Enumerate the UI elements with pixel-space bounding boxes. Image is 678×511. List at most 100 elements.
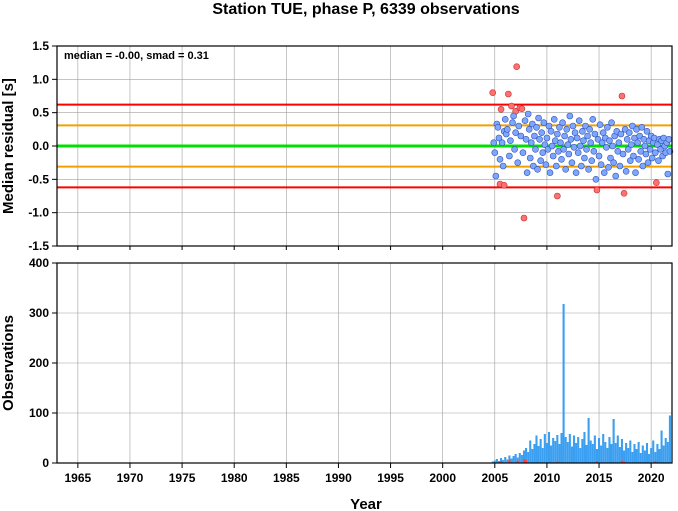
observation-bar	[668, 415, 671, 463]
observation-bar	[508, 455, 511, 463]
observation-bar	[562, 304, 565, 463]
residual-point	[562, 166, 569, 173]
residual-point	[567, 136, 575, 143]
residual-point	[614, 148, 622, 155]
residual-point	[514, 159, 522, 166]
residual-point	[525, 126, 533, 133]
residual-point	[504, 126, 511, 133]
residual-point	[609, 142, 616, 150]
residual-point	[610, 159, 617, 166]
residual-point	[519, 149, 527, 156]
residual-point	[521, 117, 529, 124]
observation-bar	[643, 450, 646, 463]
residual-panel: -1.5 -1.0 -0.5 0.0 0.5 1.0 1.5 median = -0.00,…	[0, 39, 674, 253]
residual-point	[557, 139, 564, 146]
residual-point	[536, 136, 543, 143]
residual-point	[598, 139, 606, 146]
x-tick-label: 2020	[638, 471, 665, 485]
outlier-point	[653, 179, 660, 186]
residual-point	[509, 119, 516, 126]
residual-point	[538, 129, 546, 136]
residual-point	[625, 129, 633, 136]
observation-bar	[631, 452, 634, 463]
residual-point	[588, 157, 596, 164]
x-tick-label: 1965	[64, 471, 91, 485]
observation-bar	[654, 452, 657, 463]
residual-point	[578, 162, 585, 170]
chart-title: Station TUE, phase P, 6339 observations	[212, 1, 519, 18]
outlier-point	[500, 182, 508, 189]
rejected-bar	[500, 461, 503, 463]
residual-point	[512, 129, 519, 136]
residual-point	[554, 130, 561, 138]
residual-point	[570, 144, 578, 151]
residual-point	[644, 159, 652, 166]
observations-x-ticks: 1965 1970 1975 1980 1985 1990 1995 2000 2005 2010…	[64, 463, 665, 485]
residual-point	[531, 132, 538, 140]
residual-point	[622, 168, 630, 175]
residual-point	[540, 119, 548, 126]
residual-point	[597, 161, 605, 168]
observation-bar	[541, 448, 544, 463]
residual-point	[539, 149, 547, 156]
observation-bar	[656, 444, 659, 463]
residual-point	[603, 144, 610, 151]
observation-bar	[595, 449, 598, 463]
residual-point	[635, 156, 642, 163]
residual-point	[619, 150, 627, 158]
outlier-point	[593, 186, 601, 194]
observation-bar	[537, 446, 540, 463]
residual-point	[652, 149, 659, 156]
observation-bar	[639, 453, 642, 463]
observation-bar	[579, 448, 582, 463]
residual-point	[608, 119, 615, 126]
observation-bar	[497, 461, 501, 463]
residual-point	[605, 164, 612, 171]
x-tick-label: 1990	[325, 471, 352, 485]
observation-bar	[514, 454, 517, 463]
residual-point	[630, 152, 637, 160]
observation-bar	[543, 434, 546, 463]
residual-point	[495, 134, 503, 142]
x-tick-label: 1995	[377, 471, 404, 485]
residual-point	[604, 124, 611, 131]
y-tick-label: 300	[29, 306, 49, 320]
observation-bar	[625, 443, 628, 463]
residual-point	[639, 162, 647, 170]
residual-y-ticks: -1.5 -1.0 -0.5 0.0 0.5 1.0 1.5	[28, 39, 57, 253]
observation-bar	[560, 433, 563, 463]
observation-bar	[575, 443, 578, 463]
observation-bar	[512, 456, 515, 463]
outlier-point	[554, 192, 561, 200]
y-tick-label: 200	[29, 356, 49, 370]
observation-bar	[564, 437, 567, 463]
residual-point	[517, 132, 525, 140]
residual-point	[616, 162, 624, 170]
observation-bar	[623, 450, 626, 463]
x-tick-label: 2000	[429, 471, 456, 485]
observation-bar	[614, 443, 617, 463]
observation-bar	[666, 442, 669, 463]
residual-point	[646, 146, 654, 153]
residual-point	[628, 141, 635, 148]
residual-point	[534, 166, 541, 173]
residual-point	[526, 154, 534, 162]
outlier-point	[513, 63, 520, 70]
y-tick-label: 1.0	[32, 72, 49, 86]
residual-point	[642, 150, 650, 158]
rejected-bar	[516, 460, 519, 463]
x-tick-label: 1970	[117, 471, 144, 485]
observation-bar	[635, 449, 638, 463]
observation-bar	[581, 439, 584, 463]
residual-point	[560, 146, 567, 153]
residual-point	[549, 152, 557, 160]
observation-bar	[629, 440, 632, 463]
observation-bar	[570, 446, 573, 463]
residual-point	[563, 126, 571, 133]
x-tick-label: 2015	[586, 471, 613, 485]
y-tick-label: -0.5	[28, 172, 49, 186]
residual-point	[665, 136, 673, 143]
y-tick-label: -1.0	[28, 206, 49, 220]
residual-point	[565, 150, 573, 158]
observation-bar	[658, 449, 661, 463]
